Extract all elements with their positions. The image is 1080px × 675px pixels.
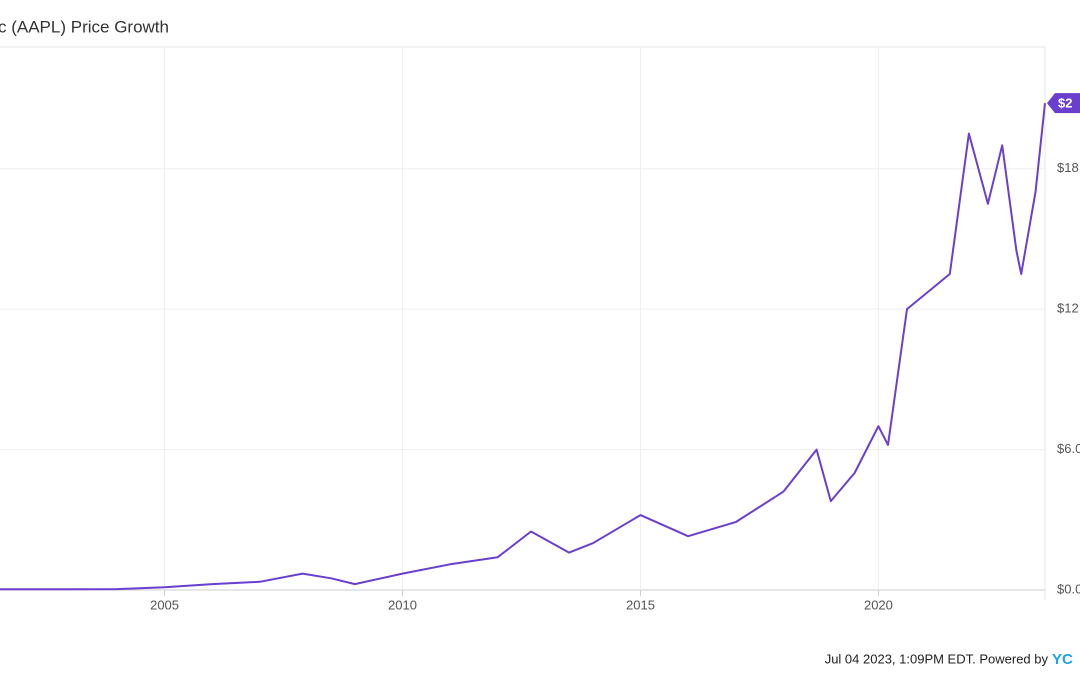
y-tick-label: $6.0: [1057, 441, 1080, 456]
last-value-badge: [1047, 93, 1080, 114]
last-value-label: $2: [1058, 96, 1072, 111]
chart-title: c (AAPL) Price Growth: [0, 17, 169, 36]
x-tick-label: 2015: [626, 597, 655, 612]
x-tick-label: 2020: [864, 597, 893, 612]
logo: YC: [1052, 651, 1073, 668]
price-line: [0, 103, 1046, 591]
footer: Jul 04 2023, 1:09PM EDT. Powered by: [825, 651, 1049, 666]
x-tick-label: 2005: [150, 597, 179, 612]
y-tick-label: $12: [1057, 301, 1079, 316]
y-tick-label: $0.0: [1057, 581, 1080, 596]
x-tick-label: 2010: [388, 597, 417, 612]
y-tick-label: $18: [1057, 160, 1079, 175]
